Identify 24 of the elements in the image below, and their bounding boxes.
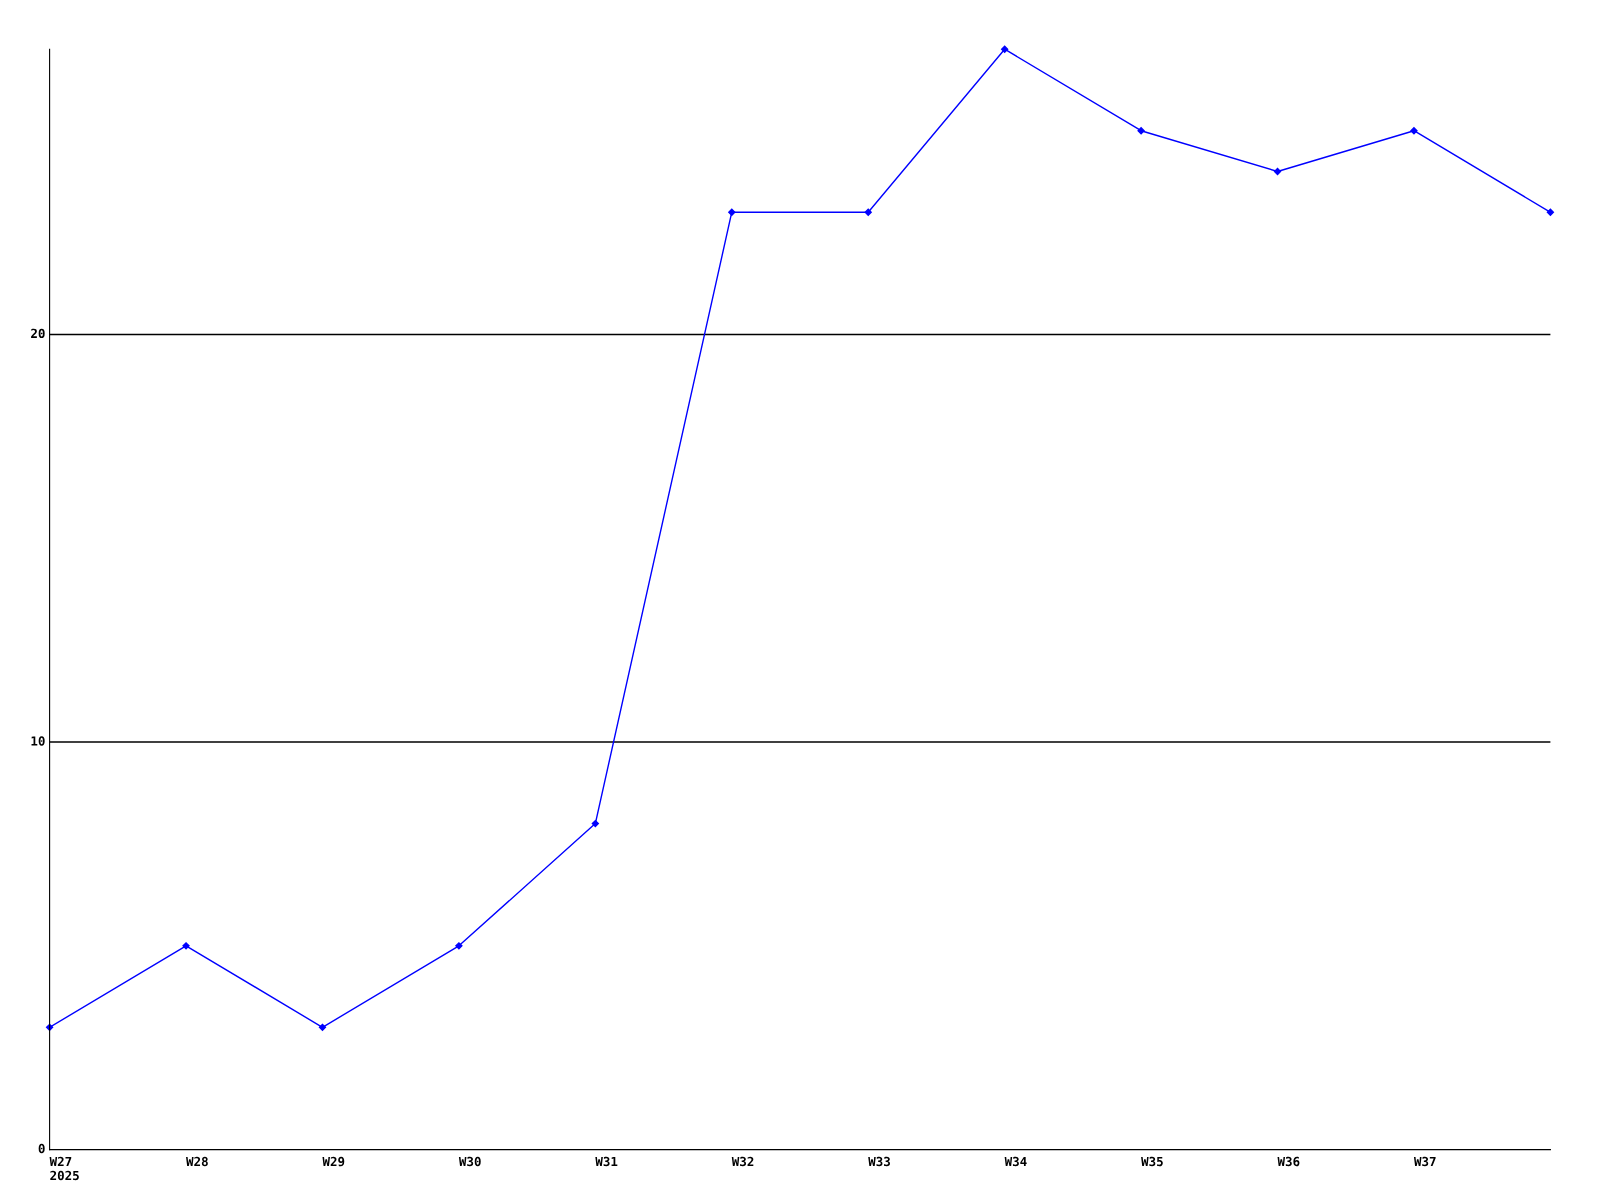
x-tick-label: W28 <box>186 1156 208 1167</box>
y-tick-label: 20 <box>31 328 45 339</box>
x-tick-label: W27 2025 <box>49 1156 79 1181</box>
x-tick-label: W29 <box>322 1156 345 1167</box>
point <box>1001 45 1009 53</box>
point <box>1137 127 1145 135</box>
x-tick-label: W34 <box>1004 1156 1027 1167</box>
x-tick-label: W36 <box>1277 1156 1300 1167</box>
point <box>182 942 190 950</box>
point <box>591 819 599 828</box>
x-tick-label: W32 <box>731 1156 754 1167</box>
x-tick-label: W30 <box>458 1156 481 1167</box>
point <box>728 208 736 216</box>
point <box>864 208 872 216</box>
point <box>455 942 463 950</box>
x-tick-label: W35 <box>1141 1156 1163 1167</box>
y-tick-label: 10 <box>31 736 45 746</box>
x-tick-label: W31 <box>595 1156 618 1167</box>
point <box>1546 208 1555 216</box>
point <box>1410 127 1418 135</box>
x-tick-label: W33 <box>868 1156 890 1167</box>
point <box>318 1023 327 1031</box>
y-tick-label: 0 <box>38 1143 45 1154</box>
x-tick-label: W37 <box>1413 1156 1436 1167</box>
